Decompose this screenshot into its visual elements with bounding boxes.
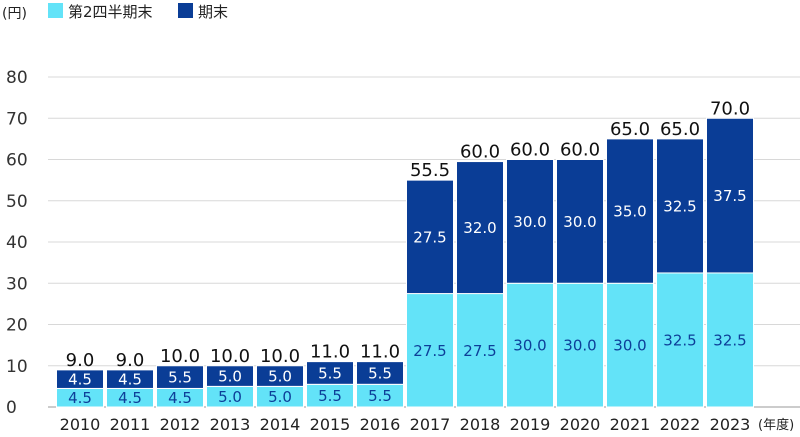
x-tick-label: 2020 xyxy=(560,415,601,434)
bar-segment xyxy=(306,361,354,385)
bar-total-label: 10.0 xyxy=(160,346,200,367)
x-tick-label: 2012 xyxy=(160,415,201,434)
bar-value-label: 5.0 xyxy=(218,388,242,406)
x-tick-label: 2023 xyxy=(710,415,751,434)
x-tick-label: 2022 xyxy=(660,415,701,434)
bar-segment xyxy=(506,282,554,408)
bar-value-label: 32.0 xyxy=(463,219,496,237)
bar-total-label: 60.0 xyxy=(460,142,500,163)
y-tick-label: 30 xyxy=(6,274,28,294)
bar-value-label: 30.0 xyxy=(563,337,596,355)
bar-total-label: 9.0 xyxy=(116,350,145,371)
legend-swatch xyxy=(48,3,63,18)
bar-segment xyxy=(706,272,754,408)
bar-value-label: 27.5 xyxy=(463,342,496,360)
bar-value-label: 27.5 xyxy=(413,342,446,360)
bar-segment xyxy=(56,369,104,389)
bar-value-label: 35.0 xyxy=(613,203,646,221)
bar-total-label: 11.0 xyxy=(360,342,400,363)
y-tick-label: 40 xyxy=(6,233,28,253)
bar-total-label: 65.0 xyxy=(610,119,650,140)
bar-value-label: 32.5 xyxy=(663,197,696,215)
y-tick-label: 10 xyxy=(6,357,28,377)
bar-value-label: 5.5 xyxy=(318,364,342,382)
y-axis: 0 10 20 30 40 50 60 70 80 xyxy=(6,68,28,418)
bar-segment xyxy=(606,138,654,284)
bar-value-label: 5.5 xyxy=(318,387,342,405)
bar-value-label: 32.5 xyxy=(713,331,746,349)
bar-total-label: 65.0 xyxy=(660,119,700,140)
bar-segment xyxy=(556,159,604,284)
x-unit-label: (年度) xyxy=(758,417,794,433)
bar-segment xyxy=(506,159,554,284)
bar-value-label: 5.0 xyxy=(268,388,292,406)
bar-total-label: 60.0 xyxy=(510,140,550,161)
x-tick-label: 2019 xyxy=(510,415,551,434)
bar-value-label: 4.5 xyxy=(68,371,92,389)
x-tick-label: 2011 xyxy=(110,415,151,434)
y-tick-label: 0 xyxy=(6,398,17,418)
bar-segment xyxy=(106,369,154,389)
bar-value-label: 30.0 xyxy=(513,337,546,355)
bar-value-label: 30.0 xyxy=(513,213,546,231)
bar-value-label: 30.0 xyxy=(613,337,646,355)
y-tick-label: 70 xyxy=(6,109,28,129)
bar-segment xyxy=(606,282,654,408)
bar-value-label: 4.5 xyxy=(118,389,142,407)
bar-total-label: 60.0 xyxy=(560,140,600,161)
y-tick-label: 50 xyxy=(6,192,28,212)
bar-value-label: 4.5 xyxy=(118,371,142,389)
x-axis: 2010 2011 2012 2013 2014 2015 2016 2017 2018 2019… xyxy=(60,415,795,434)
bar-segment xyxy=(456,293,504,408)
bar-value-label: 27.5 xyxy=(413,228,446,246)
bar-segment xyxy=(356,361,404,385)
bar-segment xyxy=(706,117,754,274)
bar-total-label: 70.0 xyxy=(710,98,750,119)
bar-segment xyxy=(156,365,204,389)
bar-segment xyxy=(406,293,454,408)
bars: 4.54.59.04.54.59.04.55.510.05.05.010.05.… xyxy=(56,98,754,408)
bar-segment xyxy=(206,365,254,387)
bar-total-label: 10.0 xyxy=(260,346,300,367)
bar-total-label: 10.0 xyxy=(210,346,250,367)
legend-swatch xyxy=(178,3,193,18)
y-tick-label: 20 xyxy=(6,316,28,336)
bar-total-label: 9.0 xyxy=(66,350,95,371)
bar-total-label: 55.5 xyxy=(410,160,450,181)
x-tick-label: 2017 xyxy=(410,415,451,434)
x-tick-label: 2014 xyxy=(260,415,301,434)
bar-value-label: 5.5 xyxy=(368,364,392,382)
bar-segment xyxy=(656,272,704,408)
bar-value-label: 5.0 xyxy=(268,368,292,386)
x-tick-label: 2016 xyxy=(360,415,401,434)
x-tick-label: 2013 xyxy=(210,415,251,434)
bar-segment xyxy=(656,138,704,274)
bar-value-label: 5.0 xyxy=(218,368,242,386)
bar-value-label: 5.5 xyxy=(368,387,392,405)
bar-segment xyxy=(406,179,454,295)
x-tick-label: 2021 xyxy=(610,415,651,434)
bar-value-label: 37.5 xyxy=(713,187,746,205)
y-tick-label: 80 xyxy=(6,68,28,88)
bar-value-label: 5.5 xyxy=(168,369,192,387)
bar-value-label: 4.5 xyxy=(168,389,192,407)
bar-value-label: 4.5 xyxy=(68,389,92,407)
bar-value-label: 30.0 xyxy=(563,213,596,231)
y-tick-label: 60 xyxy=(6,151,28,171)
y-unit-label: (円) xyxy=(2,6,27,22)
x-tick-label: 2015 xyxy=(310,415,351,434)
bar-segment xyxy=(556,282,604,408)
x-tick-label: 2018 xyxy=(460,415,501,434)
legend-label: 第2四半期末 xyxy=(68,3,153,21)
x-tick-label: 2010 xyxy=(60,415,101,434)
bar-value-label: 32.5 xyxy=(663,331,696,349)
bar-total-label: 11.0 xyxy=(310,342,350,363)
legend-label: 期末 xyxy=(198,3,228,21)
legend: (円) 第2四半期末 期末 xyxy=(2,3,228,22)
bar-segment xyxy=(456,161,504,295)
bar-segment xyxy=(256,365,304,387)
